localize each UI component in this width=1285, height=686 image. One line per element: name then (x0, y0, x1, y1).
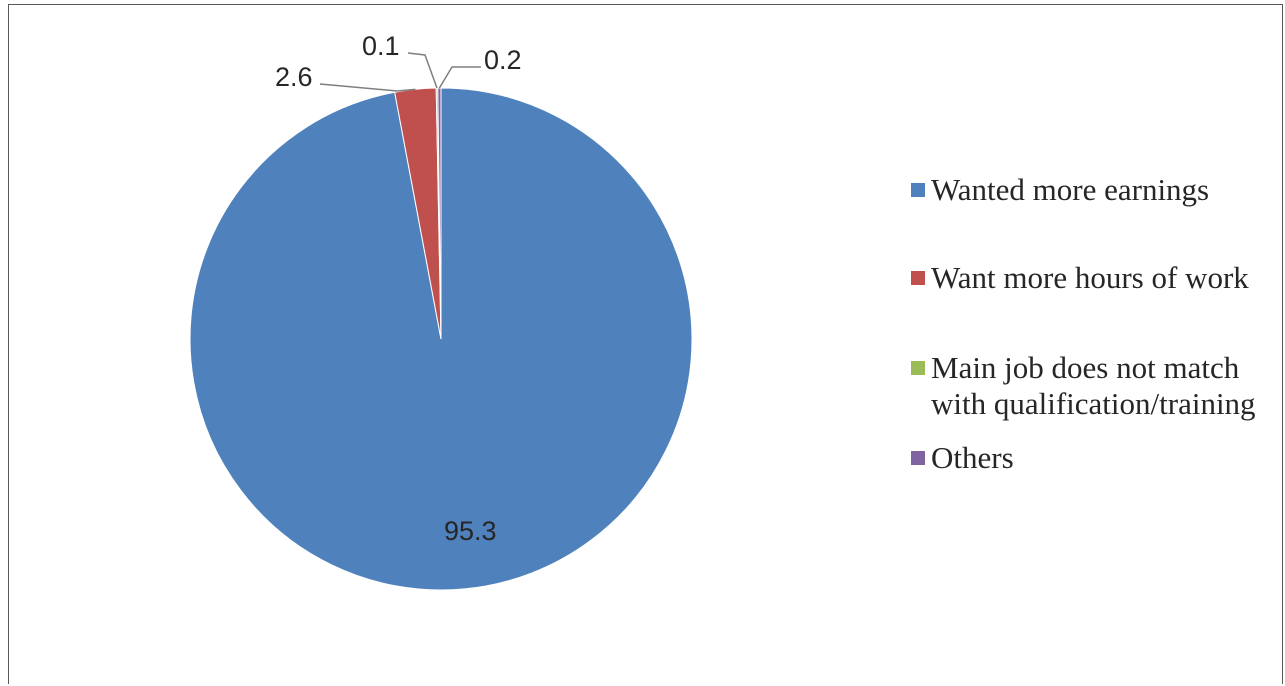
legend-label: Want more hours of work (931, 260, 1249, 295)
legend-item-want-more-hours: Want more hours of work (911, 260, 1249, 296)
legend-item-others: Others (911, 440, 1014, 476)
legend-label: Wanted more earnings (931, 172, 1210, 207)
data-label-others: 0.2 (484, 45, 522, 75)
legend-swatch-blue (911, 183, 925, 197)
legend-swatch-green (911, 361, 925, 375)
leader-lines (319, 52, 481, 92)
legend-label: Others (931, 440, 1014, 475)
leader-line-main-job-mismatch (407, 52, 438, 89)
leader-line-want-more-hours (319, 83, 416, 92)
pie-slice-others (437, 87, 442, 340)
leader-line-others (438, 66, 481, 89)
pie-slices (189, 87, 693, 591)
legend-label: Main job does not match with qualificati… (931, 350, 1256, 421)
data-label-wanted-more-earnings: 95.3 (444, 516, 497, 546)
legend-swatch-purple (911, 451, 925, 465)
data-label-want-more-hours: 2.6 (275, 62, 313, 92)
legend-item-main-job-mismatch: Main job does not match with qualificati… (911, 350, 1256, 422)
legend-swatch-red (911, 271, 925, 285)
data-labels: 95.3 2.6 0.1 0.2 (275, 31, 522, 546)
data-label-main-job-mismatch: 0.1 (362, 31, 400, 61)
legend-item-wanted-more-earnings: Wanted more earnings (911, 172, 1209, 208)
